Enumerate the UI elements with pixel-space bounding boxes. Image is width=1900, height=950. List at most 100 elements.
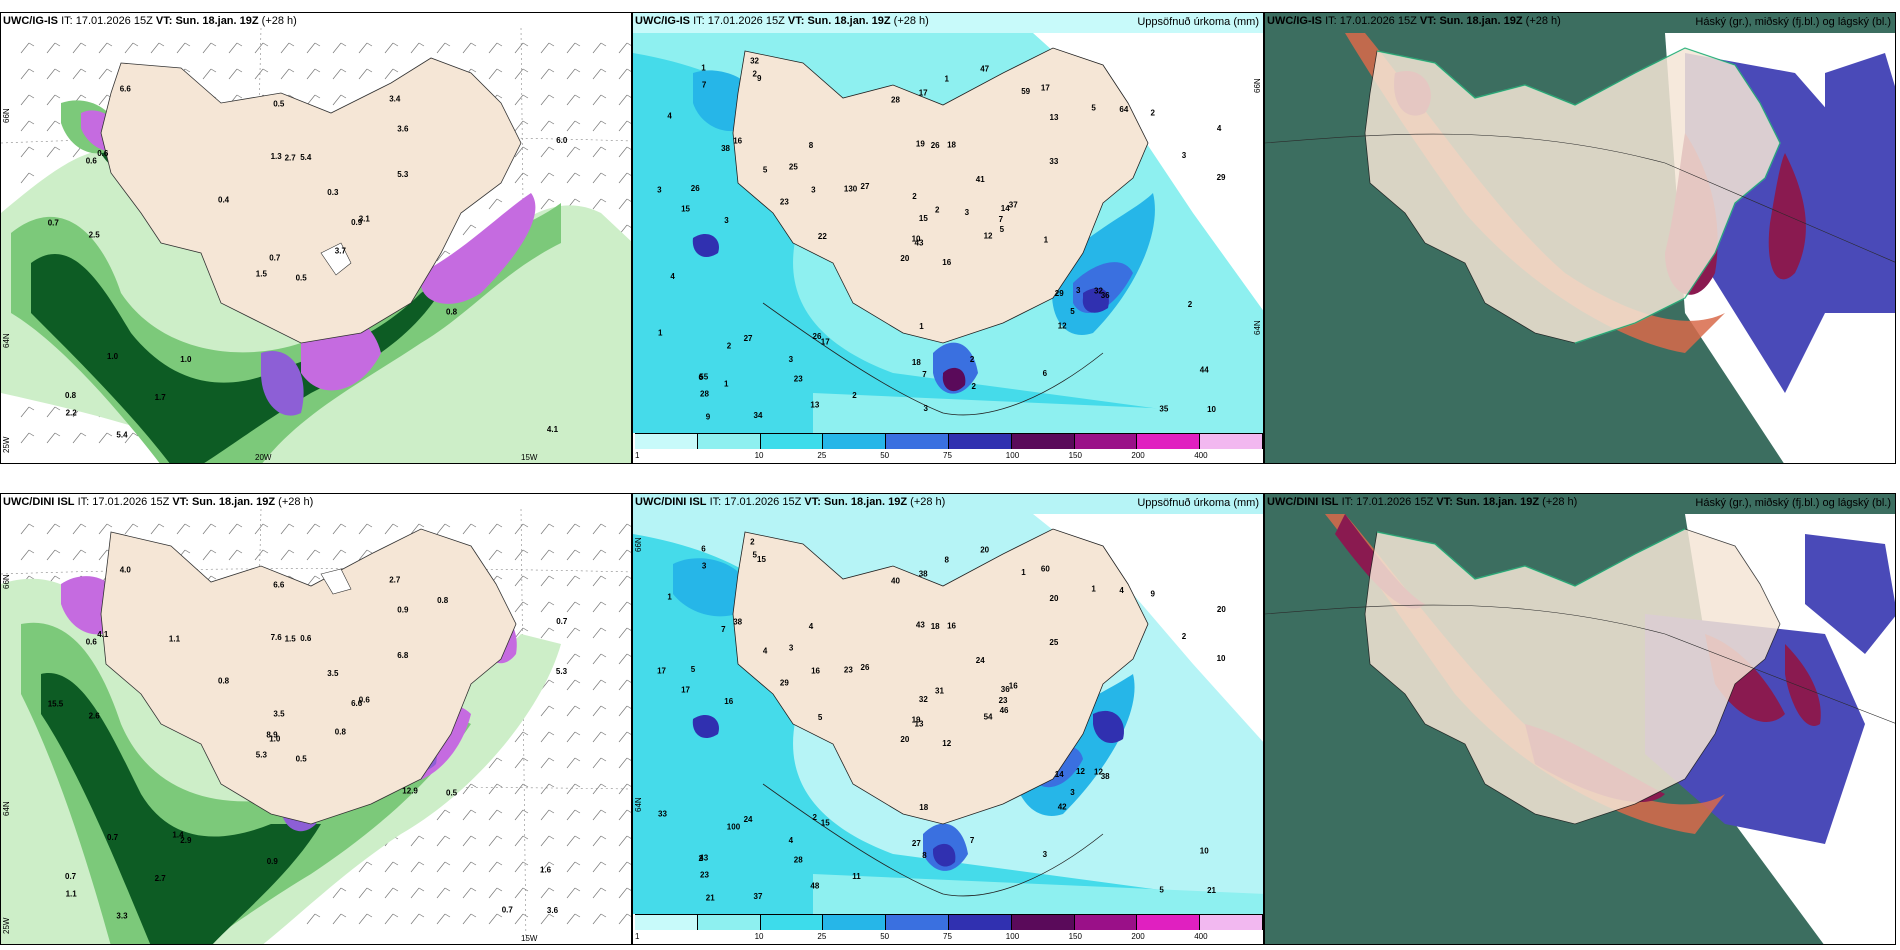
map-value-label: 0.3 — [327, 188, 339, 197]
wind-barb — [514, 783, 529, 795]
map-value-label: 0.5 — [296, 274, 308, 283]
wind-barb — [618, 679, 631, 691]
map-value-label: 5.3 — [556, 667, 568, 676]
map-value-label: 43 — [916, 621, 925, 630]
colorbar-tick-label: 100 — [1005, 932, 1020, 941]
map-value-label: 64 — [1119, 105, 1128, 114]
lat-label-66: 66N — [2, 108, 11, 123]
wind-barb — [306, 913, 321, 925]
wind-barb — [436, 42, 451, 54]
map-value-label: 43 — [699, 853, 708, 862]
map-value-label: 5 — [691, 665, 696, 674]
wind-barb — [488, 861, 503, 873]
wind-barb — [46, 146, 61, 158]
wind-barb — [150, 523, 165, 535]
map-value-label: 17 — [681, 685, 690, 694]
map-value-label: 4 — [1217, 124, 1222, 133]
colorbar-tick-label: 1 — [635, 932, 640, 941]
wind-barb — [410, 835, 425, 847]
wind-barb — [566, 783, 581, 795]
wind-barb — [332, 94, 347, 106]
map-value-label: 4 — [789, 836, 794, 845]
map-value-label: 2 — [852, 391, 857, 400]
wind-barb — [176, 42, 191, 54]
wind-barb — [20, 172, 35, 184]
wind-barb — [592, 575, 607, 587]
lat-label-64: 64N — [2, 801, 11, 816]
map-value-label: 27 — [744, 334, 753, 343]
colorbar-swatch — [697, 433, 761, 449]
wind-barb — [72, 549, 87, 561]
map-value-label: 25 — [1049, 638, 1058, 647]
wind-barb — [540, 705, 555, 717]
map-value-label: 38 — [733, 618, 742, 627]
wind-barb — [332, 42, 347, 54]
wind-barb — [358, 68, 373, 80]
wind-barb — [592, 120, 607, 132]
map-value-label: 55 — [699, 372, 708, 381]
map-value-label: 9 — [757, 74, 762, 83]
wind-barb — [540, 549, 555, 561]
map-value-label: 4 — [1119, 586, 1124, 595]
wind-barb — [488, 68, 503, 80]
wind-barb — [358, 913, 373, 925]
map-value-label: 37 — [754, 892, 763, 901]
map-value-label: 60 — [1041, 565, 1050, 574]
map-value-label: 24 — [744, 815, 753, 824]
precip-legend-title: Uppsöfnuð úrkoma (mm) — [1137, 16, 1259, 28]
wind-barb — [618, 887, 631, 899]
colorbar-swatch — [1074, 914, 1138, 930]
map-value-label: 4 — [763, 647, 768, 656]
map-value-label: 17 — [1041, 84, 1050, 93]
map-value-label: 4 — [667, 112, 672, 121]
map-value-label: 17 — [821, 337, 830, 346]
wind-barb — [514, 809, 529, 821]
map-value-label: 8.9 — [266, 730, 278, 739]
wind-barb — [410, 861, 425, 873]
wind-barb — [514, 172, 529, 184]
colorbar-swatch — [697, 914, 761, 930]
panel-title: UWC/DINI ISL IT: 17.01.2026 15Z VT: Sun.… — [3, 496, 314, 508]
map-value-label: 54 — [984, 712, 993, 721]
map-value-label: 7 — [721, 625, 726, 634]
wind-barb — [514, 120, 529, 132]
map-value-label: 0.6 — [300, 634, 312, 643]
wind-barb — [618, 705, 631, 717]
colorbar-swatch — [886, 914, 949, 930]
wind-barb — [566, 601, 581, 613]
wind-barb — [566, 120, 581, 132]
wind-barb — [540, 861, 555, 873]
wind-barb — [72, 432, 87, 444]
map-value-label: 0.7 — [65, 872, 77, 881]
lat-label-25w: 25W — [2, 436, 11, 453]
map-value-label: 2 — [813, 813, 818, 822]
wind-barb — [618, 575, 631, 587]
map-value-label: 18 — [912, 358, 921, 367]
wind-panel-bottom: UWC/DINI ISL IT: 17.01.2026 15Z VT: Sun.… — [0, 493, 632, 945]
wind-barb — [540, 809, 555, 821]
wind-barb — [384, 913, 399, 925]
colorbar-tick-label: 1 — [635, 451, 640, 460]
wind-barb — [488, 913, 503, 925]
map-value-label: 19 — [916, 140, 925, 149]
wind-barb — [592, 198, 607, 210]
map-value-label: 1 — [724, 380, 729, 389]
map-value-label: 1.5 — [256, 270, 268, 279]
colorbar-tick-label: 400 — [1194, 932, 1208, 941]
wind-barb — [306, 68, 321, 80]
map-value-label: 44 — [1200, 366, 1209, 375]
colorbar-swatch — [1200, 433, 1263, 449]
wind-barb — [566, 653, 581, 665]
wind-barb — [540, 783, 555, 795]
map-value-label: 2.7 — [155, 874, 167, 883]
wind-barb — [124, 523, 139, 535]
wind-barb — [280, 68, 295, 80]
wind-barb — [332, 549, 347, 561]
map-value-label: 15 — [681, 204, 690, 213]
map-value-label: 22 — [818, 232, 827, 241]
map-value-label: 23 — [794, 374, 803, 383]
wind-barb — [540, 94, 555, 106]
map-value-label: 23 — [999, 696, 1008, 705]
colorbar-tick-label: 150 — [1068, 451, 1082, 460]
wind-barb — [358, 549, 373, 561]
